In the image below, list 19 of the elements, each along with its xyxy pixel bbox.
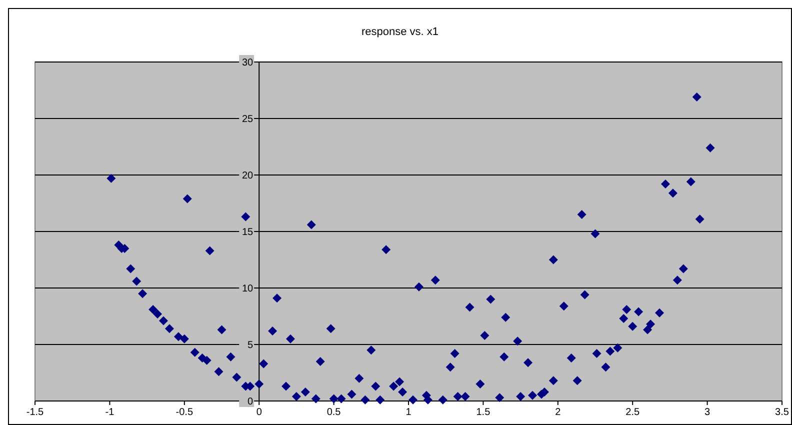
x-tick-label: 3 bbox=[704, 407, 711, 418]
y-tick-label: 5 bbox=[248, 340, 254, 351]
x-tick-label: -1.5 bbox=[26, 407, 44, 418]
y-tick-label: 15 bbox=[242, 227, 254, 238]
y-tick-label: 30 bbox=[242, 58, 254, 68]
x-tick-label: 1.5 bbox=[476, 407, 491, 418]
x-tick-label: 2.5 bbox=[626, 407, 640, 418]
y-tick-label: 0 bbox=[248, 396, 254, 408]
x-tick-label: -1 bbox=[105, 407, 115, 418]
x-tick-label: 2 bbox=[555, 407, 562, 418]
x-tick-label: -0.5 bbox=[176, 407, 194, 418]
chart-title: response vs. x1 bbox=[361, 26, 439, 38]
x-tick-label: 1 bbox=[406, 407, 412, 418]
y-tick-label: 20 bbox=[242, 170, 254, 182]
x-tick-label: 0 bbox=[256, 407, 262, 418]
y-tick-label: 10 bbox=[242, 284, 254, 294]
y-tick-label: 25 bbox=[242, 114, 254, 125]
x-tick-label: 3.5 bbox=[775, 407, 790, 418]
x-tick-label: 0.5 bbox=[326, 407, 342, 418]
